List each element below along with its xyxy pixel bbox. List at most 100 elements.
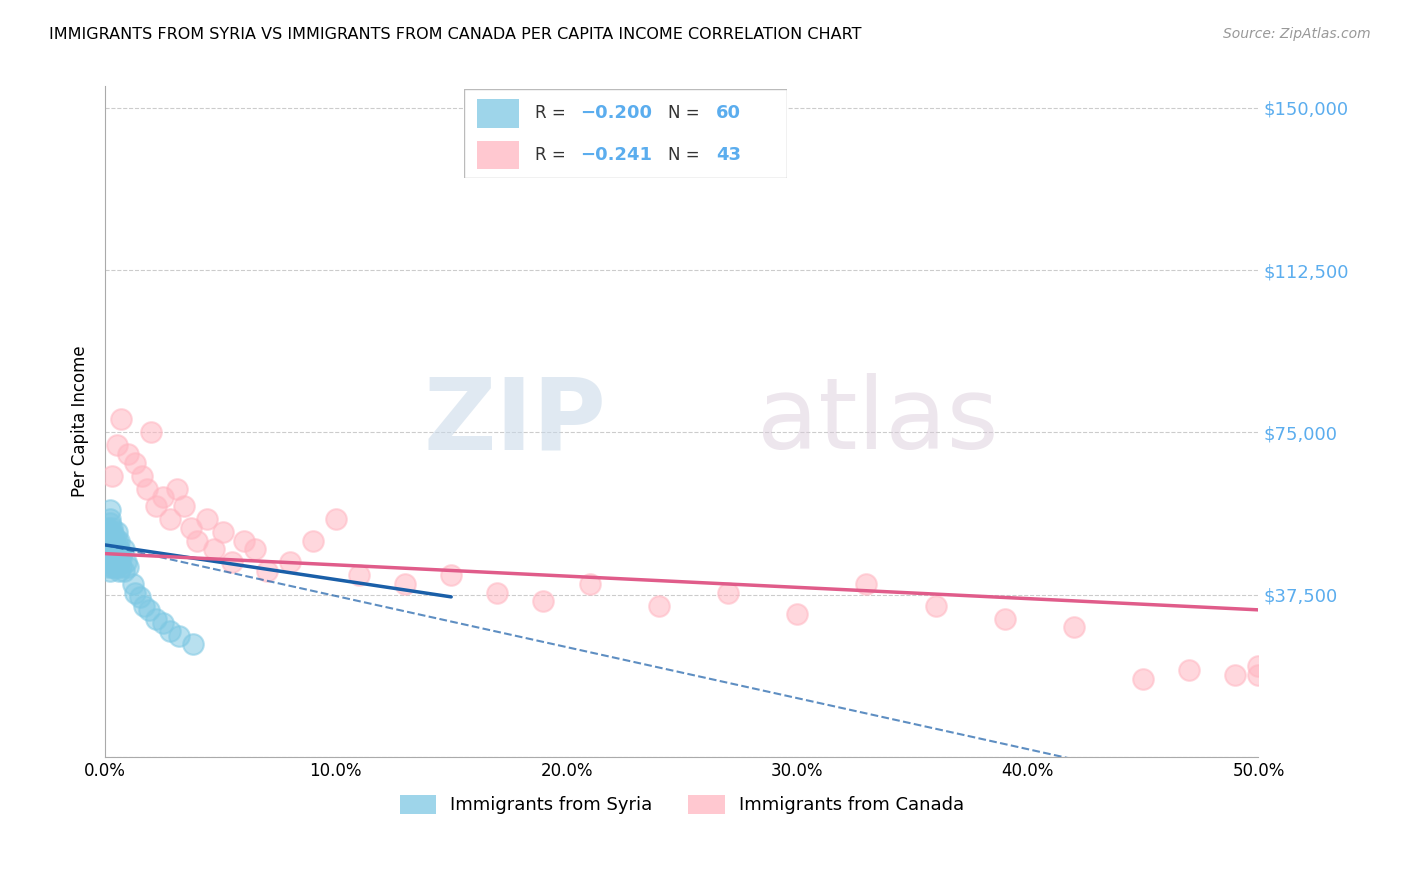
- Point: [786, 607, 808, 622]
- Point: [101, 524, 124, 539]
- Point: [103, 538, 125, 552]
- Point: [110, 547, 132, 561]
- Point: [103, 533, 125, 548]
- Point: [243, 542, 266, 557]
- FancyBboxPatch shape: [464, 89, 787, 178]
- Point: [1225, 667, 1247, 681]
- Text: ZIP: ZIP: [425, 373, 607, 470]
- Point: [717, 585, 740, 599]
- Point: [98, 512, 121, 526]
- Point: [152, 615, 174, 630]
- Text: −0.241: −0.241: [581, 146, 652, 164]
- Point: [98, 524, 121, 539]
- Point: [105, 533, 128, 548]
- Point: [96, 529, 118, 543]
- Point: [101, 468, 124, 483]
- Point: [96, 533, 118, 548]
- Point: [124, 585, 146, 599]
- Point: [135, 482, 157, 496]
- Text: R =: R =: [536, 104, 571, 122]
- Point: [186, 533, 208, 548]
- Point: [101, 521, 124, 535]
- Point: [96, 550, 118, 565]
- Point: [105, 524, 128, 539]
- Point: [232, 533, 254, 548]
- Point: [141, 425, 163, 440]
- Point: [578, 577, 600, 591]
- Point: [96, 538, 118, 552]
- Point: [924, 599, 946, 613]
- Point: [1247, 659, 1270, 673]
- Text: N =: N =: [668, 146, 704, 164]
- Bar: [477, 99, 519, 128]
- Point: [166, 482, 188, 496]
- Point: [98, 516, 121, 531]
- Point: [117, 559, 139, 574]
- Text: N =: N =: [668, 104, 704, 122]
- Point: [103, 542, 125, 557]
- Point: [101, 550, 124, 565]
- Point: [96, 555, 118, 569]
- Point: [124, 456, 146, 470]
- Point: [96, 542, 118, 557]
- Point: [1132, 672, 1154, 686]
- Point: [101, 533, 124, 548]
- Point: [301, 533, 323, 548]
- Point: [440, 568, 463, 582]
- Point: [112, 564, 135, 578]
- Point: [108, 564, 131, 578]
- Point: [103, 559, 125, 574]
- Point: [134, 599, 156, 613]
- Text: atlas: atlas: [756, 373, 998, 470]
- Point: [145, 499, 167, 513]
- Point: [98, 533, 121, 548]
- Point: [159, 512, 181, 526]
- Y-axis label: Per Capita Income: Per Capita Income: [72, 346, 89, 498]
- Point: [122, 577, 145, 591]
- Point: [152, 491, 174, 505]
- Point: [256, 564, 278, 578]
- Point: [394, 577, 416, 591]
- Point: [1178, 664, 1201, 678]
- Point: [278, 555, 301, 569]
- Point: [105, 438, 128, 452]
- Point: [101, 547, 124, 561]
- Point: [181, 637, 204, 651]
- Point: [131, 468, 153, 483]
- Text: −0.200: −0.200: [581, 104, 652, 122]
- Point: [96, 524, 118, 539]
- Point: [1247, 667, 1270, 681]
- Point: [117, 447, 139, 461]
- Text: R =: R =: [536, 146, 576, 164]
- Point: [211, 524, 233, 539]
- Point: [112, 542, 135, 557]
- Point: [486, 585, 509, 599]
- Point: [138, 603, 160, 617]
- Point: [101, 559, 124, 574]
- Point: [105, 547, 128, 561]
- Point: [347, 568, 370, 582]
- Text: 60: 60: [716, 104, 741, 122]
- Point: [115, 555, 138, 569]
- Point: [159, 624, 181, 639]
- Point: [173, 499, 195, 513]
- Point: [855, 577, 877, 591]
- Point: [98, 503, 121, 517]
- Point: [167, 629, 190, 643]
- Point: [96, 547, 118, 561]
- Point: [98, 564, 121, 578]
- Text: IMMIGRANTS FROM SYRIA VS IMMIGRANTS FROM CANADA PER CAPITA INCOME CORRELATION CH: IMMIGRANTS FROM SYRIA VS IMMIGRANTS FROM…: [49, 27, 862, 42]
- Point: [103, 547, 125, 561]
- Point: [325, 512, 347, 526]
- Text: Source: ZipAtlas.com: Source: ZipAtlas.com: [1223, 27, 1371, 41]
- Point: [101, 542, 124, 557]
- Point: [110, 559, 132, 574]
- Point: [105, 559, 128, 574]
- Bar: [477, 141, 519, 169]
- Point: [195, 512, 218, 526]
- Point: [108, 542, 131, 557]
- Point: [648, 599, 671, 613]
- Point: [110, 550, 132, 565]
- Text: 43: 43: [716, 146, 741, 164]
- Point: [221, 555, 243, 569]
